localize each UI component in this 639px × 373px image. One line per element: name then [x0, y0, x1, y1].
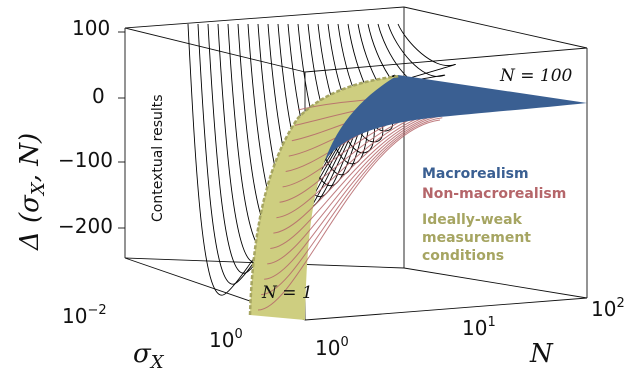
sigma-tick-1: 10−2: [62, 303, 107, 328]
nonmacro-level-curve: [270, 110, 450, 249]
z-tick-minus100: −100: [58, 148, 113, 172]
n-min-label: N = 1: [261, 283, 313, 303]
n-max-label: N = 100: [499, 66, 573, 86]
weak-measurement-region: [250, 76, 430, 320]
nonmacro-level-curve: [257, 119, 441, 311]
nonmacro-level-curve: [267, 112, 447, 265]
z-tick-0: 0: [92, 84, 105, 108]
box-edge: [403, 267, 588, 299]
contextual-curve: [393, 23, 456, 84]
contextual-curve: [387, 23, 446, 84]
legend-nonmacrorealism: Non-macrorealism: [422, 186, 566, 202]
nonmacro-level-curve: [264, 114, 445, 280]
box-edge: [403, 6, 588, 49]
z-tick-minus200: −200: [58, 214, 113, 238]
legend-weak-line2: measurement: [422, 230, 531, 246]
box-edge: [304, 47, 588, 73]
legend-macrorealism: Macrorealism: [422, 166, 529, 182]
n-tick-2: 101: [462, 315, 496, 340]
z-tick-100: 100: [72, 16, 110, 40]
legend-weak-line3: conditions: [422, 248, 504, 264]
z-axis-label: Δ (σX, N): [15, 133, 49, 251]
box-edge: [304, 297, 588, 321]
box-edge: [124, 6, 405, 29]
n-axis-label: N: [529, 339, 554, 369]
macrorealism-band: [325, 75, 587, 160]
legend-weak-line1: Ideally-weak: [422, 212, 523, 228]
weak-boundary-curve: [248, 74, 401, 316]
box-edge: [124, 27, 306, 73]
sigma-tick-2: 100: [209, 327, 243, 352]
n-tick-3: 102: [591, 296, 625, 321]
n-tick-1: 100: [315, 335, 349, 360]
contextual-results-label: Contextual results: [150, 94, 166, 222]
nonmacro-level-curve: [261, 117, 443, 296]
sigma-axis-label: σX: [133, 339, 165, 373]
